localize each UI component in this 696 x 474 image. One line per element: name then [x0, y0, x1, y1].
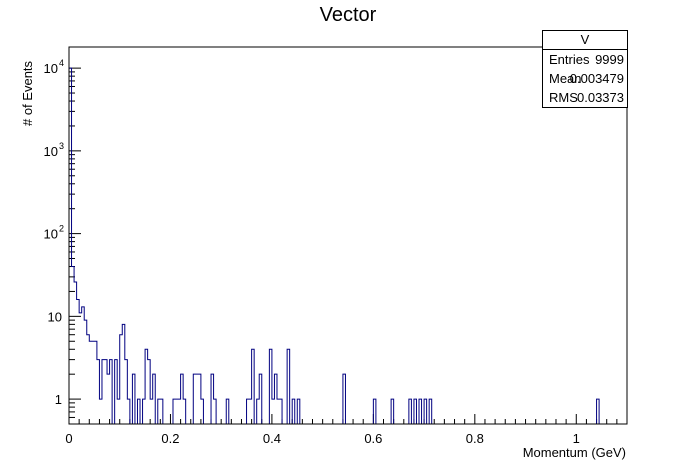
y-tick-exponent: 3 [59, 141, 64, 151]
stats-value: 9999 [595, 52, 624, 67]
x-tick-label: 0.6 [364, 431, 382, 446]
stats-label: Mean [549, 71, 582, 86]
stats-row-entries: Entries 9999 [543, 50, 627, 69]
stats-value: 0.003479 [569, 71, 624, 86]
x-tick-label: 0.2 [161, 431, 179, 446]
y-axis-label: # of Events [20, 60, 35, 126]
y-tick-label: 10 [44, 227, 58, 242]
stats-title: V [543, 31, 627, 50]
stats-label: RMS [549, 90, 578, 105]
y-tick-label: 10 [44, 144, 58, 159]
y-axis-label-wrap: # of Events [20, 36, 35, 126]
stats-row-mean: Mean 0.003479 [543, 69, 627, 88]
x-tick-label: 0.4 [263, 431, 281, 446]
stats-value: 0.03373 [577, 90, 624, 105]
stats-row-rms: RMS 0.03373 [543, 88, 627, 107]
x-tick-label: 0.8 [466, 431, 484, 446]
y-tick-exponent: 2 [59, 224, 64, 234]
y-tick-label: 1 [55, 392, 62, 407]
y-tick-label: 10 [48, 309, 62, 324]
x-tick-labels: 0 0.2 0.4 0.6 0.8 1 [65, 431, 580, 446]
plot-frame [68, 46, 628, 425]
x-axis-label: Momentum (GeV) [522, 445, 626, 460]
stats-label: Entries [549, 52, 590, 67]
chart-title: Vector [319, 4, 377, 26]
histogram-series [68, 67, 627, 425]
tick-marks [68, 67, 628, 425]
y-tick-exponent: 4 [59, 58, 64, 68]
stats-box: V Entries 9999 Mean 0.003479 RMS 0.03373 [542, 30, 628, 108]
x-tick-label: 1 [573, 431, 580, 446]
x-tick-label: 0 [65, 431, 72, 446]
y-tick-label: 10 [44, 61, 58, 76]
